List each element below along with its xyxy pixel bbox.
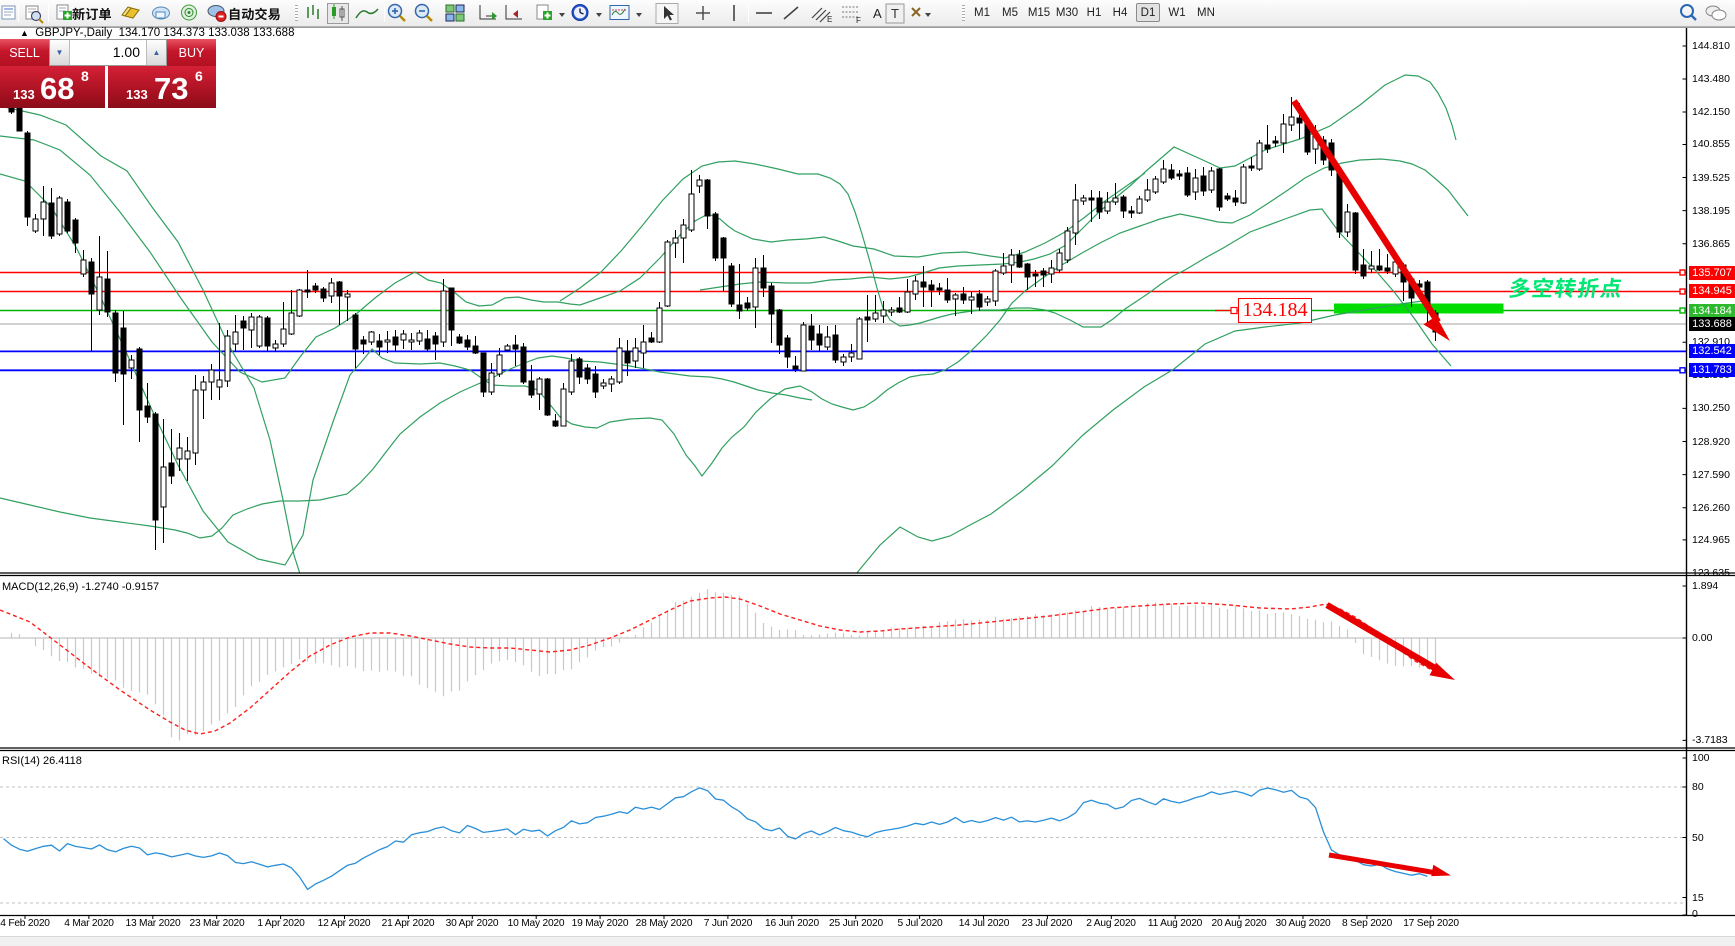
svg-text:T: T xyxy=(891,6,899,21)
svg-text:A: A xyxy=(873,6,882,21)
svg-text:F: F xyxy=(856,16,861,25)
svg-text:E: E xyxy=(827,15,832,24)
